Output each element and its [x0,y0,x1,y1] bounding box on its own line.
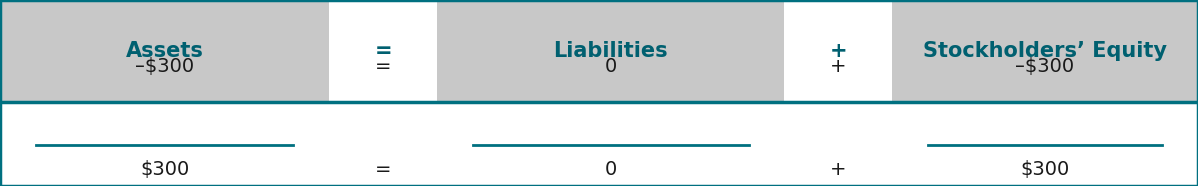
Text: Liabilities: Liabilities [554,41,668,61]
Text: –$300: –$300 [1015,57,1075,76]
Bar [892,0,1197,102]
Text: Stockholders’ Equity: Stockholders’ Equity [924,41,1167,61]
Text: =: = [375,57,392,76]
Text: 0: 0 [604,160,617,179]
Bar [329,0,437,102]
Text: +: + [830,41,847,61]
Text: +: + [830,160,847,179]
Text: =: = [375,41,392,61]
Text: Assets: Assets [126,41,204,61]
Bar [437,0,784,102]
Bar [0,102,1197,186]
Bar [784,0,892,102]
Text: +: + [830,57,847,76]
Text: $300: $300 [141,160,190,179]
Text: 0: 0 [604,57,617,76]
Bar [0,0,329,102]
Text: $300: $300 [1021,160,1070,179]
Text: =: = [375,160,392,179]
Text: –$300: –$300 [136,57,195,76]
